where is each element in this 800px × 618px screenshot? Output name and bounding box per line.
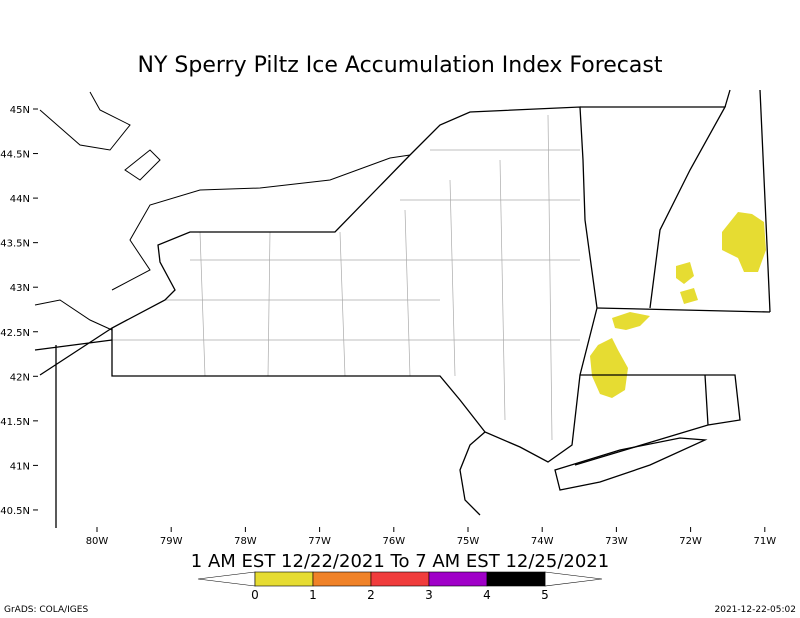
lat-label: 42N [10,372,30,383]
legend: 1 AM EST 12/22/2021 To 7 AM EST 12/25/20… [191,551,609,602]
legend-label: 4 [483,588,491,602]
legend-label: 1 [309,588,317,602]
lat-label: 43N [10,283,30,294]
lat-label: 43.5N [0,239,30,250]
state-borders-west [34,327,486,528]
legend-label: 3 [425,588,433,602]
legend-box [428,571,488,587]
boundaries [34,89,771,528]
map-subtitle: 1 AM EST 12/22/2021 To 7 AM EST 12/25/20… [191,551,609,572]
lon-label: 73W [605,536,628,547]
legend-box [254,571,314,587]
lat-label: 44.5N [0,150,30,161]
legend-end [544,571,603,587]
legend-box [312,571,372,587]
ice-area [612,312,650,330]
legend-label: 5 [541,588,549,602]
ice-area [680,288,698,304]
lat-label: 40.5N [0,506,30,517]
lon-label: 77W [308,536,331,547]
legend-end [197,571,256,587]
legend-box [370,571,430,587]
state-borders [574,89,771,466]
footer-left: GrADS: COLA/IGES [4,605,88,615]
coastline [34,91,411,331]
lat-label: 41.5N [0,417,30,428]
lon-label: 76W [382,536,405,547]
lat-label: 41N [10,461,30,472]
footer-right: 2021-12-22-05:02 [715,605,797,615]
ice-area [722,212,766,272]
lat-label: 45N [10,105,30,116]
county-lines [112,114,580,441]
map-title: NY Sperry Piltz Ice Accumulation Index F… [138,53,663,78]
ice-areas [590,212,766,398]
ice-area [676,262,694,284]
lat-label: 44N [10,194,30,205]
lon-label: 75W [457,536,480,547]
lon-label: 79W [160,536,183,547]
axis-ticks: 45N 44.5N 44N 43.5N 43N 42.5N 42N 41.5N 41N 40.5N… [0,105,776,547]
lon-label: 71W [753,536,776,547]
lat-label: 42.5N [0,328,30,339]
legend-box [486,571,546,587]
legend-label: 2 [367,588,375,602]
lon-label: 72W [679,536,702,547]
lon-label: 74W [531,536,554,547]
ice-area [590,338,628,398]
state-outline [111,106,598,463]
legend-label: 0 [251,588,259,602]
lon-label: 78W [234,536,257,547]
lon-label: 80W [86,536,109,547]
